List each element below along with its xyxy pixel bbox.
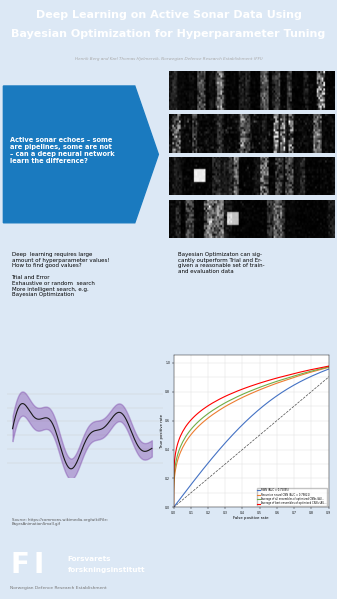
Line: Recursive neural CNN (AUC = 0.79821): Recursive neural CNN (AUC = 0.79821) bbox=[174, 362, 337, 507]
Line: Average of best ensembles of optimized CNNs (AU...: Average of best ensembles of optimized C… bbox=[174, 362, 337, 507]
RWN (AUC = 0.75095) bbox=[204, 462, 208, 470]
RWN (AUC = 0.75095) bbox=[182, 490, 186, 497]
RWN (AUC = 0.75095) bbox=[329, 365, 333, 372]
Text: Bayesian Optimization for Hyperparameter Tuning: Bayesian Optimization for Hyperparameter… bbox=[11, 29, 326, 40]
Recursive neural CNN (AUC = 0.79821) bbox=[174, 465, 178, 473]
Average of best ensembles of optimized CNNs (AU... bbox=[175, 441, 179, 448]
Polygon shape bbox=[3, 86, 158, 223]
Average of best ensembles of optimized CNNs (AU... bbox=[187, 419, 191, 426]
RWN (AUC = 0.75095) bbox=[179, 495, 183, 502]
Text: Active sonar echoes – some
are pipelines, some are not
– can a deep neural netwo: Active sonar echoes – some are pipelines… bbox=[10, 137, 115, 165]
Text: Deep Learning on Active Sonar Data Using: Deep Learning on Active Sonar Data Using bbox=[36, 10, 301, 20]
Recursive neural CNN (AUC = 0.79821) bbox=[187, 434, 191, 441]
Line: Average of all ensembles of optimized CNNs (AU...: Average of all ensembles of optimized CN… bbox=[174, 362, 337, 507]
Text: forskningsinstitutt: forskningsinstitutt bbox=[67, 567, 145, 573]
Recursive neural CNN (AUC = 0.79821) bbox=[175, 458, 179, 465]
RWN (AUC = 0.75095) bbox=[217, 446, 221, 453]
Average of all ensembles of optimized CNNs (AU... bbox=[175, 452, 179, 459]
RWN (AUC = 0.75095) bbox=[172, 504, 176, 511]
Text: Forsvarets: Forsvarets bbox=[67, 556, 111, 562]
Average of all ensembles of optimized CNNs (AU... bbox=[175, 452, 179, 459]
Average of all ensembles of optimized CNNs (AU... bbox=[226, 398, 231, 405]
Text: Deep  learning requires large
amount of hyperparameter values!
How to find good : Deep learning requires large amount of h… bbox=[11, 252, 109, 297]
Recursive neural CNN (AUC = 0.79821) bbox=[172, 504, 176, 511]
Recursive neural CNN (AUC = 0.79821) bbox=[175, 458, 179, 465]
Text: I: I bbox=[34, 551, 44, 579]
Recursive neural CNN (AUC = 0.79821) bbox=[226, 401, 231, 409]
Y-axis label: True positive rate: True positive rate bbox=[160, 415, 164, 449]
RWN (AUC = 0.75095) bbox=[335, 362, 337, 370]
Average of all ensembles of optimized CNNs (AU... bbox=[174, 460, 178, 467]
Average of best ensembles of optimized CNNs (AU... bbox=[174, 449, 178, 456]
Text: Bayesian Optimizaton can sig-
cantly outperform Trial and Er-
given a reasonable: Bayesian Optimizaton can sig- cantly out… bbox=[178, 252, 265, 274]
Average of best ensembles of optimized CNNs (AU... bbox=[226, 391, 231, 398]
Average of all ensembles of optimized CNNs (AU... bbox=[224, 399, 228, 406]
Average of best ensembles of optimized CNNs (AU... bbox=[172, 504, 176, 511]
Text: Henrik Berg and Karl Thomas Hjelmervik, Norwegian Defence Research Establishment: Henrik Berg and Karl Thomas Hjelmervik, … bbox=[74, 58, 263, 61]
X-axis label: False positive rate: False positive rate bbox=[233, 516, 269, 521]
Text: Source: https://commons.wikimedia.org/wiki/File:
BayesAnimationSmall.gif: Source: https://commons.wikimedia.org/wi… bbox=[11, 518, 108, 526]
Average of all ensembles of optimized CNNs (AU... bbox=[172, 504, 176, 511]
Legend: RWN (AUC = 0.75095), Recursive neural CNN (AUC = 0.79821), Average of all ensemb: RWN (AUC = 0.75095), Recursive neural CN… bbox=[257, 488, 327, 506]
Average of all ensembles of optimized CNNs (AU... bbox=[187, 429, 191, 436]
Average of best ensembles of optimized CNNs (AU... bbox=[175, 441, 179, 449]
Recursive neural CNN (AUC = 0.79821) bbox=[224, 403, 228, 410]
Line: RWN (AUC = 0.75095): RWN (AUC = 0.75095) bbox=[174, 362, 337, 507]
Text: Norwegian Defence Research Establishment: Norwegian Defence Research Establishment bbox=[10, 586, 107, 590]
Average of best ensembles of optimized CNNs (AU... bbox=[224, 392, 228, 400]
Text: F: F bbox=[10, 551, 29, 579]
